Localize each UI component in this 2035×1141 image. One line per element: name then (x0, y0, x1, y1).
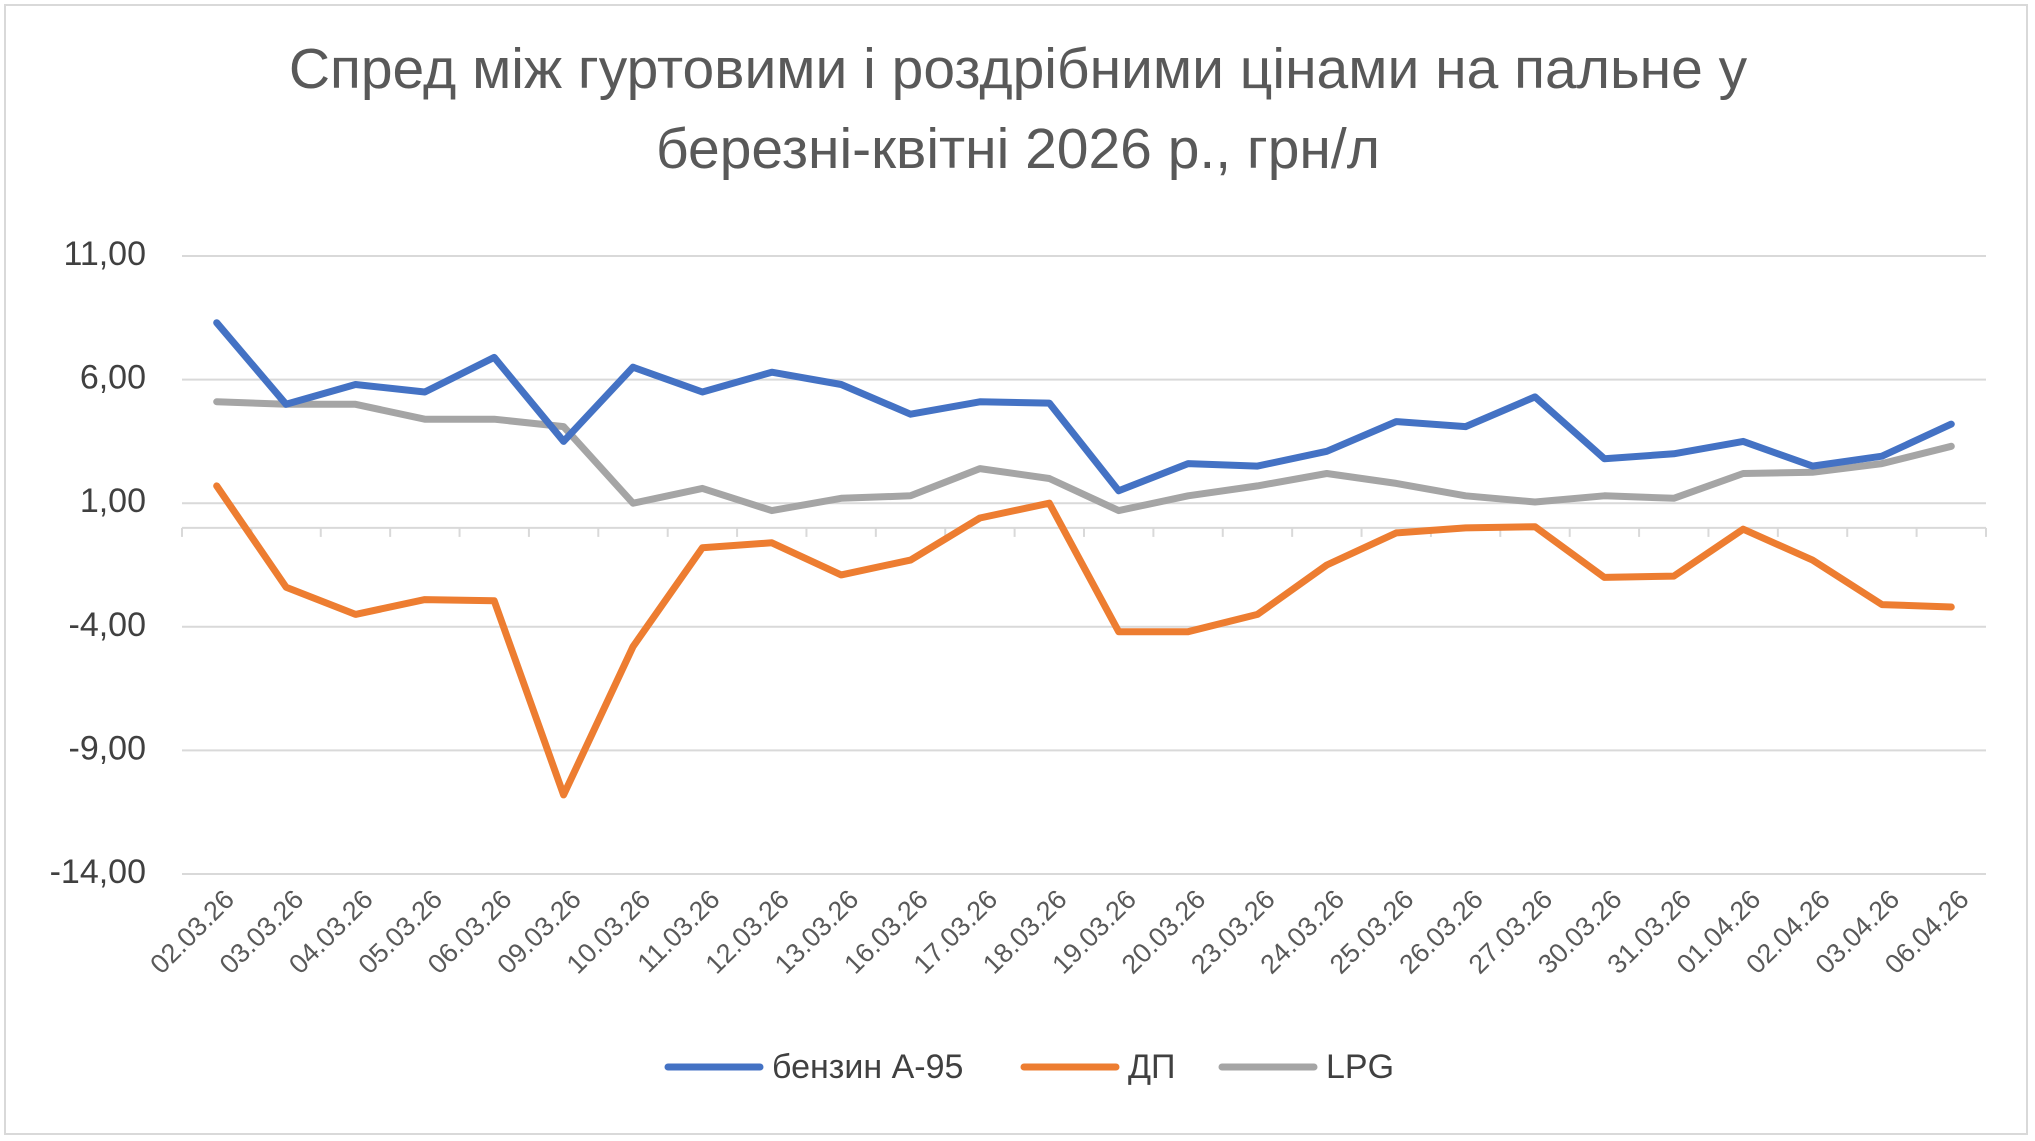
gridlines (182, 255, 1986, 875)
chart-frame: Спред між гуртовими і роздрібними цінами… (4, 4, 2028, 1135)
series-line-0 (213, 319, 1955, 495)
chart-title-line-1: Спред між гуртовими і роздрібними цінами… (289, 37, 1748, 101)
x-axis (181, 526, 1987, 537)
y-tick-label: 11,00 (63, 235, 146, 273)
series-line-2 (213, 398, 1955, 515)
legend: бензин А-95 ДП LPG (664, 1048, 1394, 1086)
y-axis-tick-labels: 11,00 6,00 1,00 -4,00 -9,00 -14,00 (50, 235, 146, 891)
y-tick-label: 6,00 (80, 359, 146, 397)
series-lines (213, 319, 1955, 799)
legend-label: ДП (1128, 1048, 1175, 1086)
y-tick-label: -4,00 (69, 606, 147, 644)
y-tick-label: 1,00 (80, 482, 146, 520)
y-tick-label: -14,00 (50, 853, 146, 891)
chart-canvas: Спред між гуртовими і роздрібними цінами… (50, 37, 1987, 1086)
y-tick-label: -9,00 (69, 729, 147, 767)
chart-title-line-2: березні-квітні 2026 р., грн/л (656, 117, 1380, 181)
series-line-1 (213, 482, 1955, 799)
x-axis-tick-labels: 02.03.2603.03.2604.03.2605.03.2606.03.26… (144, 884, 1974, 980)
legend-label: LPG (1326, 1048, 1394, 1086)
legend-label: бензин А-95 (772, 1048, 963, 1086)
